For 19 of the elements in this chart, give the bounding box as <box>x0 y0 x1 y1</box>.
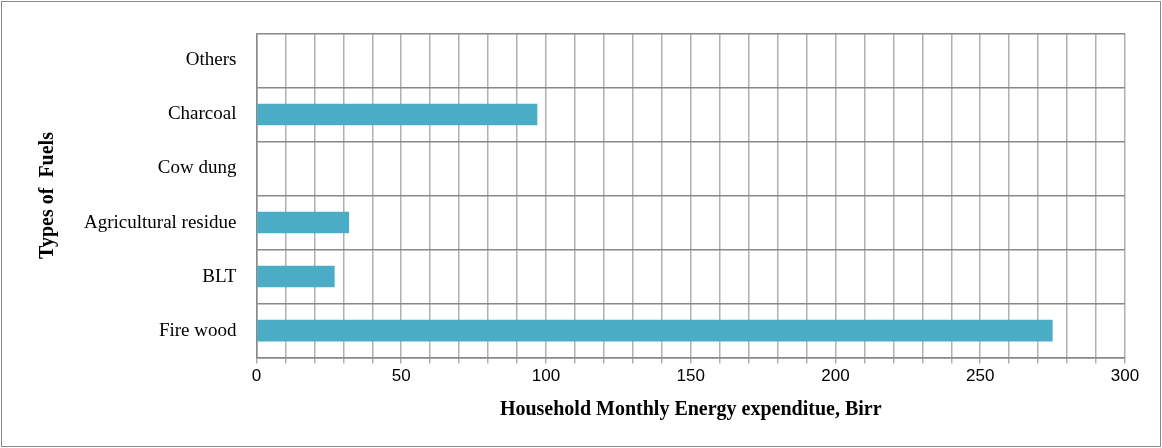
y-tick-label: BLT <box>202 264 237 286</box>
y-tick-label: Cow dung <box>157 156 237 178</box>
x-tick-label: 200 <box>821 366 850 386</box>
y-tick-label: Others <box>185 48 237 70</box>
x-tick-label: 50 <box>391 366 411 386</box>
bar <box>257 211 350 234</box>
y-tick-label: Fire wood <box>158 318 237 340</box>
x-tick-label: 100 <box>531 366 561 386</box>
bar <box>257 265 335 288</box>
y-tick-label: Charcoal <box>167 102 237 124</box>
x-axis-title: Household Monthly Energy expenditue, Birr <box>499 397 882 421</box>
x-tick-label: 0 <box>251 366 262 386</box>
y-tick-label: Agricultural residue <box>83 210 237 232</box>
x-tick-label: 150 <box>676 366 705 386</box>
x-tick-label: 300 <box>1110 366 1140 386</box>
bar <box>257 103 538 126</box>
bar <box>257 319 1053 342</box>
x-tick-label: 250 <box>966 366 995 386</box>
y-axis-title: Types of Fuels <box>35 131 59 259</box>
